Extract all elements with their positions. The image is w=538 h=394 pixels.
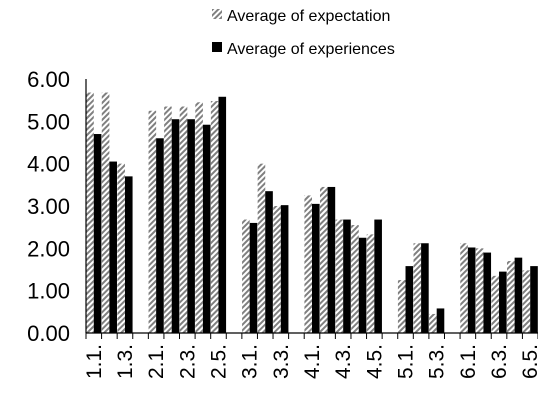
y-axis-tick-labels: 0.00 1.00 2.00 3.00 4.00 5.00 6.00: [27, 67, 70, 346]
bar-expectation-4.5.: [366, 234, 375, 333]
bar-experiences-1.1.: [93, 134, 102, 333]
x-tick-label: 1.3.: [114, 344, 137, 379]
bar-experiences-2.4.: [202, 124, 211, 333]
x-tick-label: 2.1.: [145, 344, 168, 379]
bar-expectation-3.1.: [242, 219, 250, 333]
bar-experiences-6.5.: [530, 266, 538, 333]
bar-expectation-2.4.: [195, 102, 203, 333]
y-tick-label: 2.00: [27, 236, 70, 261]
bar-experiences-5.3.: [436, 308, 445, 333]
x-tick-label: 6.3.: [488, 344, 511, 379]
y-tick-label: 0.00: [27, 321, 70, 346]
bar-expectation-6.4.: [507, 261, 515, 333]
legend-item-experiences: Average of experiences: [212, 41, 395, 58]
y-tick-label: 4.00: [27, 152, 70, 177]
bar-experiences-6.1.: [467, 247, 476, 333]
x-tick-label: 4.3.: [332, 344, 355, 379]
x-tick-label: 2.5.: [207, 344, 230, 379]
bar-experiences-1.3.: [124, 176, 133, 333]
bar-expectation-5.3.: [429, 313, 437, 333]
bar-experiences-4.5.: [374, 219, 382, 333]
x-axis-tick-labels: 1.1. 1.3. 2.1. 2.3. 2.5. 3.1. 3.3. 4.1. 4.3. 4.5.…: [83, 344, 538, 379]
y-tick-label: 5.00: [27, 109, 70, 134]
x-tick-label: 4.1.: [301, 344, 324, 379]
bar-expectation-6.5.: [522, 270, 531, 333]
bar-expectation-5.2.: [413, 243, 422, 333]
legend-swatch-expectation: [212, 9, 222, 19]
x-tick-label: 1.1.: [83, 344, 106, 379]
bar-experiences-6.2.: [483, 252, 492, 333]
bar-expectation-6.1.: [460, 243, 468, 333]
bar-experiences-2.5.: [218, 96, 227, 333]
bar-expectation-6.3.: [491, 275, 500, 333]
bar-experiences-1.2.: [109, 161, 117, 333]
y-tick-label: 6.00: [27, 67, 70, 92]
legend-label-expectation: Average of expectation: [227, 8, 390, 25]
x-tick-label: 6.1.: [457, 344, 480, 379]
x-tick-label: 5.3.: [426, 344, 449, 379]
x-tick-label: 3.3.: [270, 344, 293, 379]
bar-expectation-2.1.: [148, 110, 157, 333]
bar-experiences-6.3.: [499, 271, 507, 333]
legend-swatch-experiences: [212, 42, 222, 52]
bar-experiences-6.4.: [514, 257, 523, 333]
bar-expectation-3.2.: [257, 163, 266, 333]
x-tick-label: 2.3.: [176, 344, 199, 379]
bar-expectation-5.1.: [397, 280, 406, 333]
bar-expectation-6.2.: [475, 248, 484, 333]
bar-experiences-4.4.: [358, 237, 367, 333]
bar-experiences-4.2.: [327, 186, 336, 333]
bar-expectation-4.4.: [351, 225, 359, 333]
x-tick-label: 3.1.: [239, 344, 262, 379]
bar-experiences-3.2.: [265, 191, 273, 333]
bar-expectation-4.2.: [319, 186, 328, 333]
bar-expectation-3.3.: [273, 206, 281, 333]
bar-experiences-2.3.: [187, 119, 195, 333]
x-tick-label: 6.5.: [519, 344, 538, 379]
bar-experiences-4.3.: [343, 219, 351, 333]
bar-experiences-5.2.: [421, 243, 429, 333]
legend-label-experiences: Average of experiences: [227, 41, 395, 58]
bar-experiences-3.1.: [249, 222, 258, 333]
bars: [86, 92, 538, 334]
y-tick-label: 3.00: [27, 194, 70, 219]
bar-expectation-2.5.: [210, 101, 219, 333]
bar-expectation-4.3.: [335, 219, 344, 333]
bar-experiences-5.1.: [405, 266, 414, 333]
x-tick-label: 4.5.: [363, 344, 386, 379]
bar-experiences-4.1.: [312, 203, 320, 333]
bar-expectation-1.2.: [101, 92, 110, 333]
legend-item-expectation: Average of expectation: [212, 8, 390, 25]
bar-expectation-1.3.: [117, 163, 125, 333]
x-tick-label: 5.1.: [395, 344, 418, 379]
y-tick-label: 1.00: [27, 279, 70, 304]
bar-expectation-4.1.: [304, 195, 312, 333]
x-axis-tick-marks: [85, 333, 538, 339]
bar-expectation-2.2.: [164, 106, 172, 334]
legend: Average of expectation Average of experi…: [212, 8, 395, 58]
bar-expectation-1.1.: [86, 92, 94, 333]
bar-experiences-2.1.: [156, 138, 164, 333]
bar-expectation-2.3.: [179, 106, 188, 334]
bar-experiences-2.2.: [171, 119, 180, 333]
bar-experiences-3.3.: [280, 205, 289, 333]
